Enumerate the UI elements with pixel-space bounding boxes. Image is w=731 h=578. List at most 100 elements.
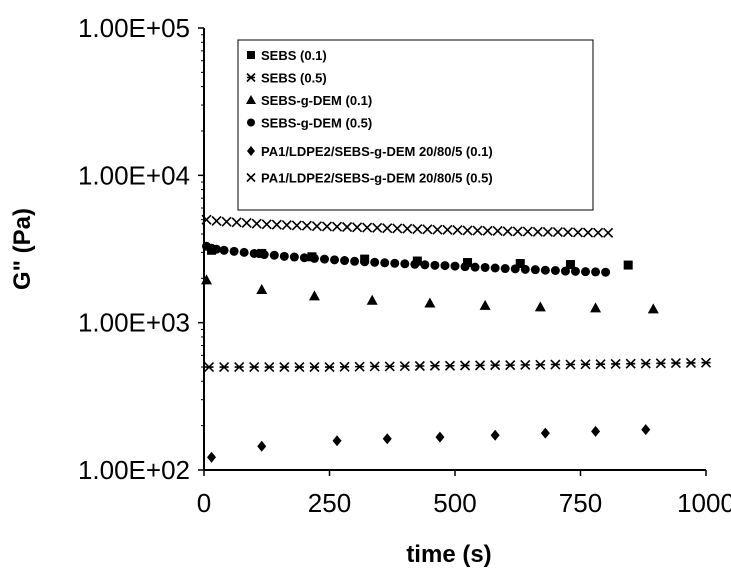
legend-marker-icon (247, 51, 255, 59)
data-point (552, 227, 563, 238)
x-tick-label: 0 (197, 488, 211, 518)
data-point (444, 360, 456, 371)
data-point (442, 224, 453, 235)
data-point (435, 431, 445, 443)
data-point (515, 259, 525, 269)
y-axis-label: G" (Pa) (9, 208, 36, 290)
data-point (505, 360, 516, 371)
legend-label: SEBS-g-DEM (0.1) (261, 93, 372, 108)
data-point (219, 245, 229, 255)
series-2 (203, 357, 712, 373)
legend-item: PA1/LDPE2/SEBS-g-DEM 20/80/5 (0.5) (246, 171, 493, 186)
data-point (595, 359, 606, 370)
data-point (475, 360, 486, 371)
data-point (560, 266, 570, 276)
data-point (294, 361, 305, 373)
data-point (291, 220, 302, 231)
data-point (271, 219, 282, 230)
data-point (399, 361, 410, 372)
data-point (269, 250, 279, 260)
data-point (382, 223, 393, 234)
data-point (392, 223, 403, 234)
data-point (520, 359, 531, 370)
data-point (472, 225, 483, 236)
data-point (382, 433, 392, 445)
legend-marker-icon (246, 172, 256, 183)
legend-item: PA1/LDPE2/SEBS-g-DEM 20/80/5 (0.1) (247, 144, 493, 159)
data-point (309, 253, 319, 263)
legend-marker-icon (247, 146, 255, 156)
data-point (582, 227, 594, 238)
x-tick-label: 500 (433, 488, 476, 518)
data-point (257, 440, 267, 452)
data-point (332, 435, 342, 447)
data-point (241, 217, 252, 229)
data-point (362, 222, 373, 233)
series-5 (207, 424, 651, 463)
data-point (502, 226, 513, 237)
data-point (450, 261, 460, 271)
y-tick-label: 1.00E+02 (78, 455, 190, 485)
x-tick-label: 750 (559, 488, 602, 518)
data-point (570, 266, 580, 276)
data-point (339, 361, 350, 372)
data-point (490, 360, 501, 371)
data-point (601, 267, 611, 277)
plot-area (201, 214, 712, 463)
data-point (581, 267, 591, 277)
legend-label: SEBS-g-DEM (0.5) (261, 116, 372, 131)
data-point (641, 424, 651, 436)
data-point (350, 256, 360, 266)
series-3 (201, 274, 659, 314)
data-point (572, 227, 584, 238)
data-point (540, 427, 550, 439)
data-point (492, 225, 503, 237)
data-point (279, 361, 290, 373)
data-point (289, 252, 299, 262)
x-axis-label: time (s) (406, 541, 491, 568)
data-point (700, 357, 712, 368)
data-point (424, 297, 436, 308)
data-point (256, 283, 268, 294)
data-point (452, 225, 463, 236)
data-point (207, 451, 217, 463)
data-point (380, 258, 390, 268)
data-point (366, 294, 378, 305)
data-point (562, 227, 574, 238)
data-point (510, 264, 520, 274)
data-point (670, 357, 681, 369)
data-point (440, 261, 450, 271)
data-point (384, 361, 395, 372)
data-point (422, 224, 433, 235)
data-point (331, 221, 343, 232)
legend-label: SEBS (0.5) (261, 71, 327, 86)
legend: SEBS (0.1) SEBS (0.5) SEBS-g-DEM (0.1) SEBS… (237, 39, 594, 211)
data-point (459, 360, 471, 371)
data-point (251, 218, 262, 229)
data-point (532, 226, 543, 237)
data-point (534, 301, 546, 312)
legend-item: SEBS-g-DEM (0.1) (246, 93, 372, 108)
data-point (591, 267, 601, 277)
data-point (234, 361, 245, 373)
data-point (512, 226, 523, 237)
data-point (330, 255, 340, 265)
data-point (420, 260, 430, 270)
data-point (535, 359, 546, 370)
data-point (470, 262, 480, 272)
data-point (372, 222, 383, 233)
data-point (463, 258, 473, 268)
data-point (319, 254, 329, 264)
data-point (281, 219, 292, 231)
data-point (259, 250, 269, 260)
data-point (565, 260, 575, 270)
data-point (360, 257, 370, 267)
y-tick-label: 1.00E+03 (78, 308, 190, 338)
data-point (610, 358, 621, 369)
legend-box (237, 39, 594, 211)
data-point (414, 360, 425, 372)
data-point (530, 265, 540, 275)
data-point (542, 226, 553, 237)
data-point (203, 361, 215, 373)
data-point (685, 357, 697, 368)
